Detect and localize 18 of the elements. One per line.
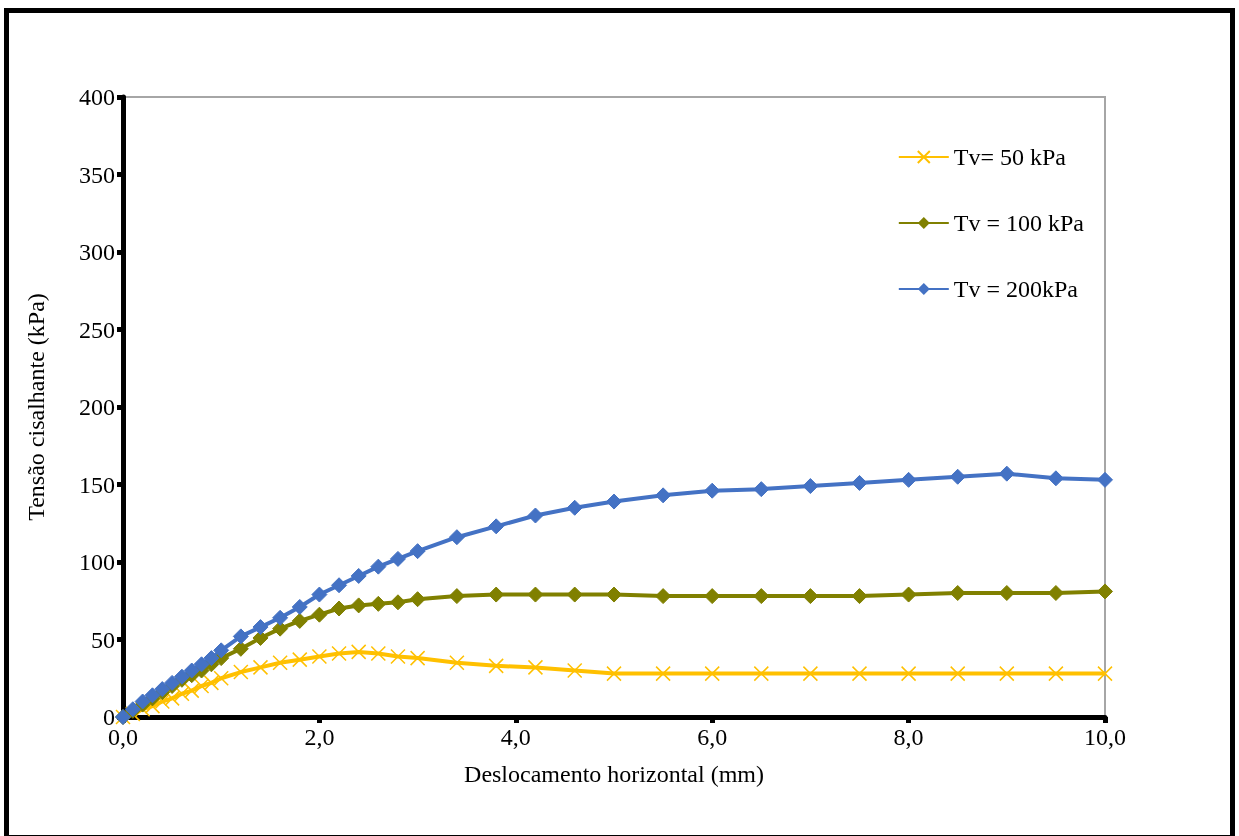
- y-tick-label: 350: [79, 161, 115, 188]
- x-tick-label: 4,0: [500, 724, 531, 750]
- legend-label: Tv= 50 kPa: [953, 144, 1067, 170]
- x-tick-label: 2,0: [304, 724, 335, 750]
- y-axis-title: Tensão cisalhante (kPa): [23, 293, 49, 521]
- x-tick-label: 6,0: [697, 724, 728, 750]
- y-tick-label: 50: [91, 626, 115, 653]
- x-tick-label: 10,0: [1084, 724, 1126, 750]
- x-axis-title: Deslocamento horizontal (mm): [464, 761, 764, 787]
- y-tick-label: 100: [79, 549, 115, 575]
- y-tick-label: 200: [79, 394, 115, 420]
- y-tick-label: 250: [79, 316, 115, 343]
- x-tick-label: 8,0: [893, 724, 924, 750]
- y-tick-label: 150: [79, 471, 115, 498]
- legend-label: Tv = 200kPa: [953, 276, 1079, 302]
- legend-label: Tv = 100 kPa: [953, 210, 1085, 236]
- y-tick-label: 300: [79, 239, 115, 265]
- y-tick-label: 400: [79, 84, 115, 110]
